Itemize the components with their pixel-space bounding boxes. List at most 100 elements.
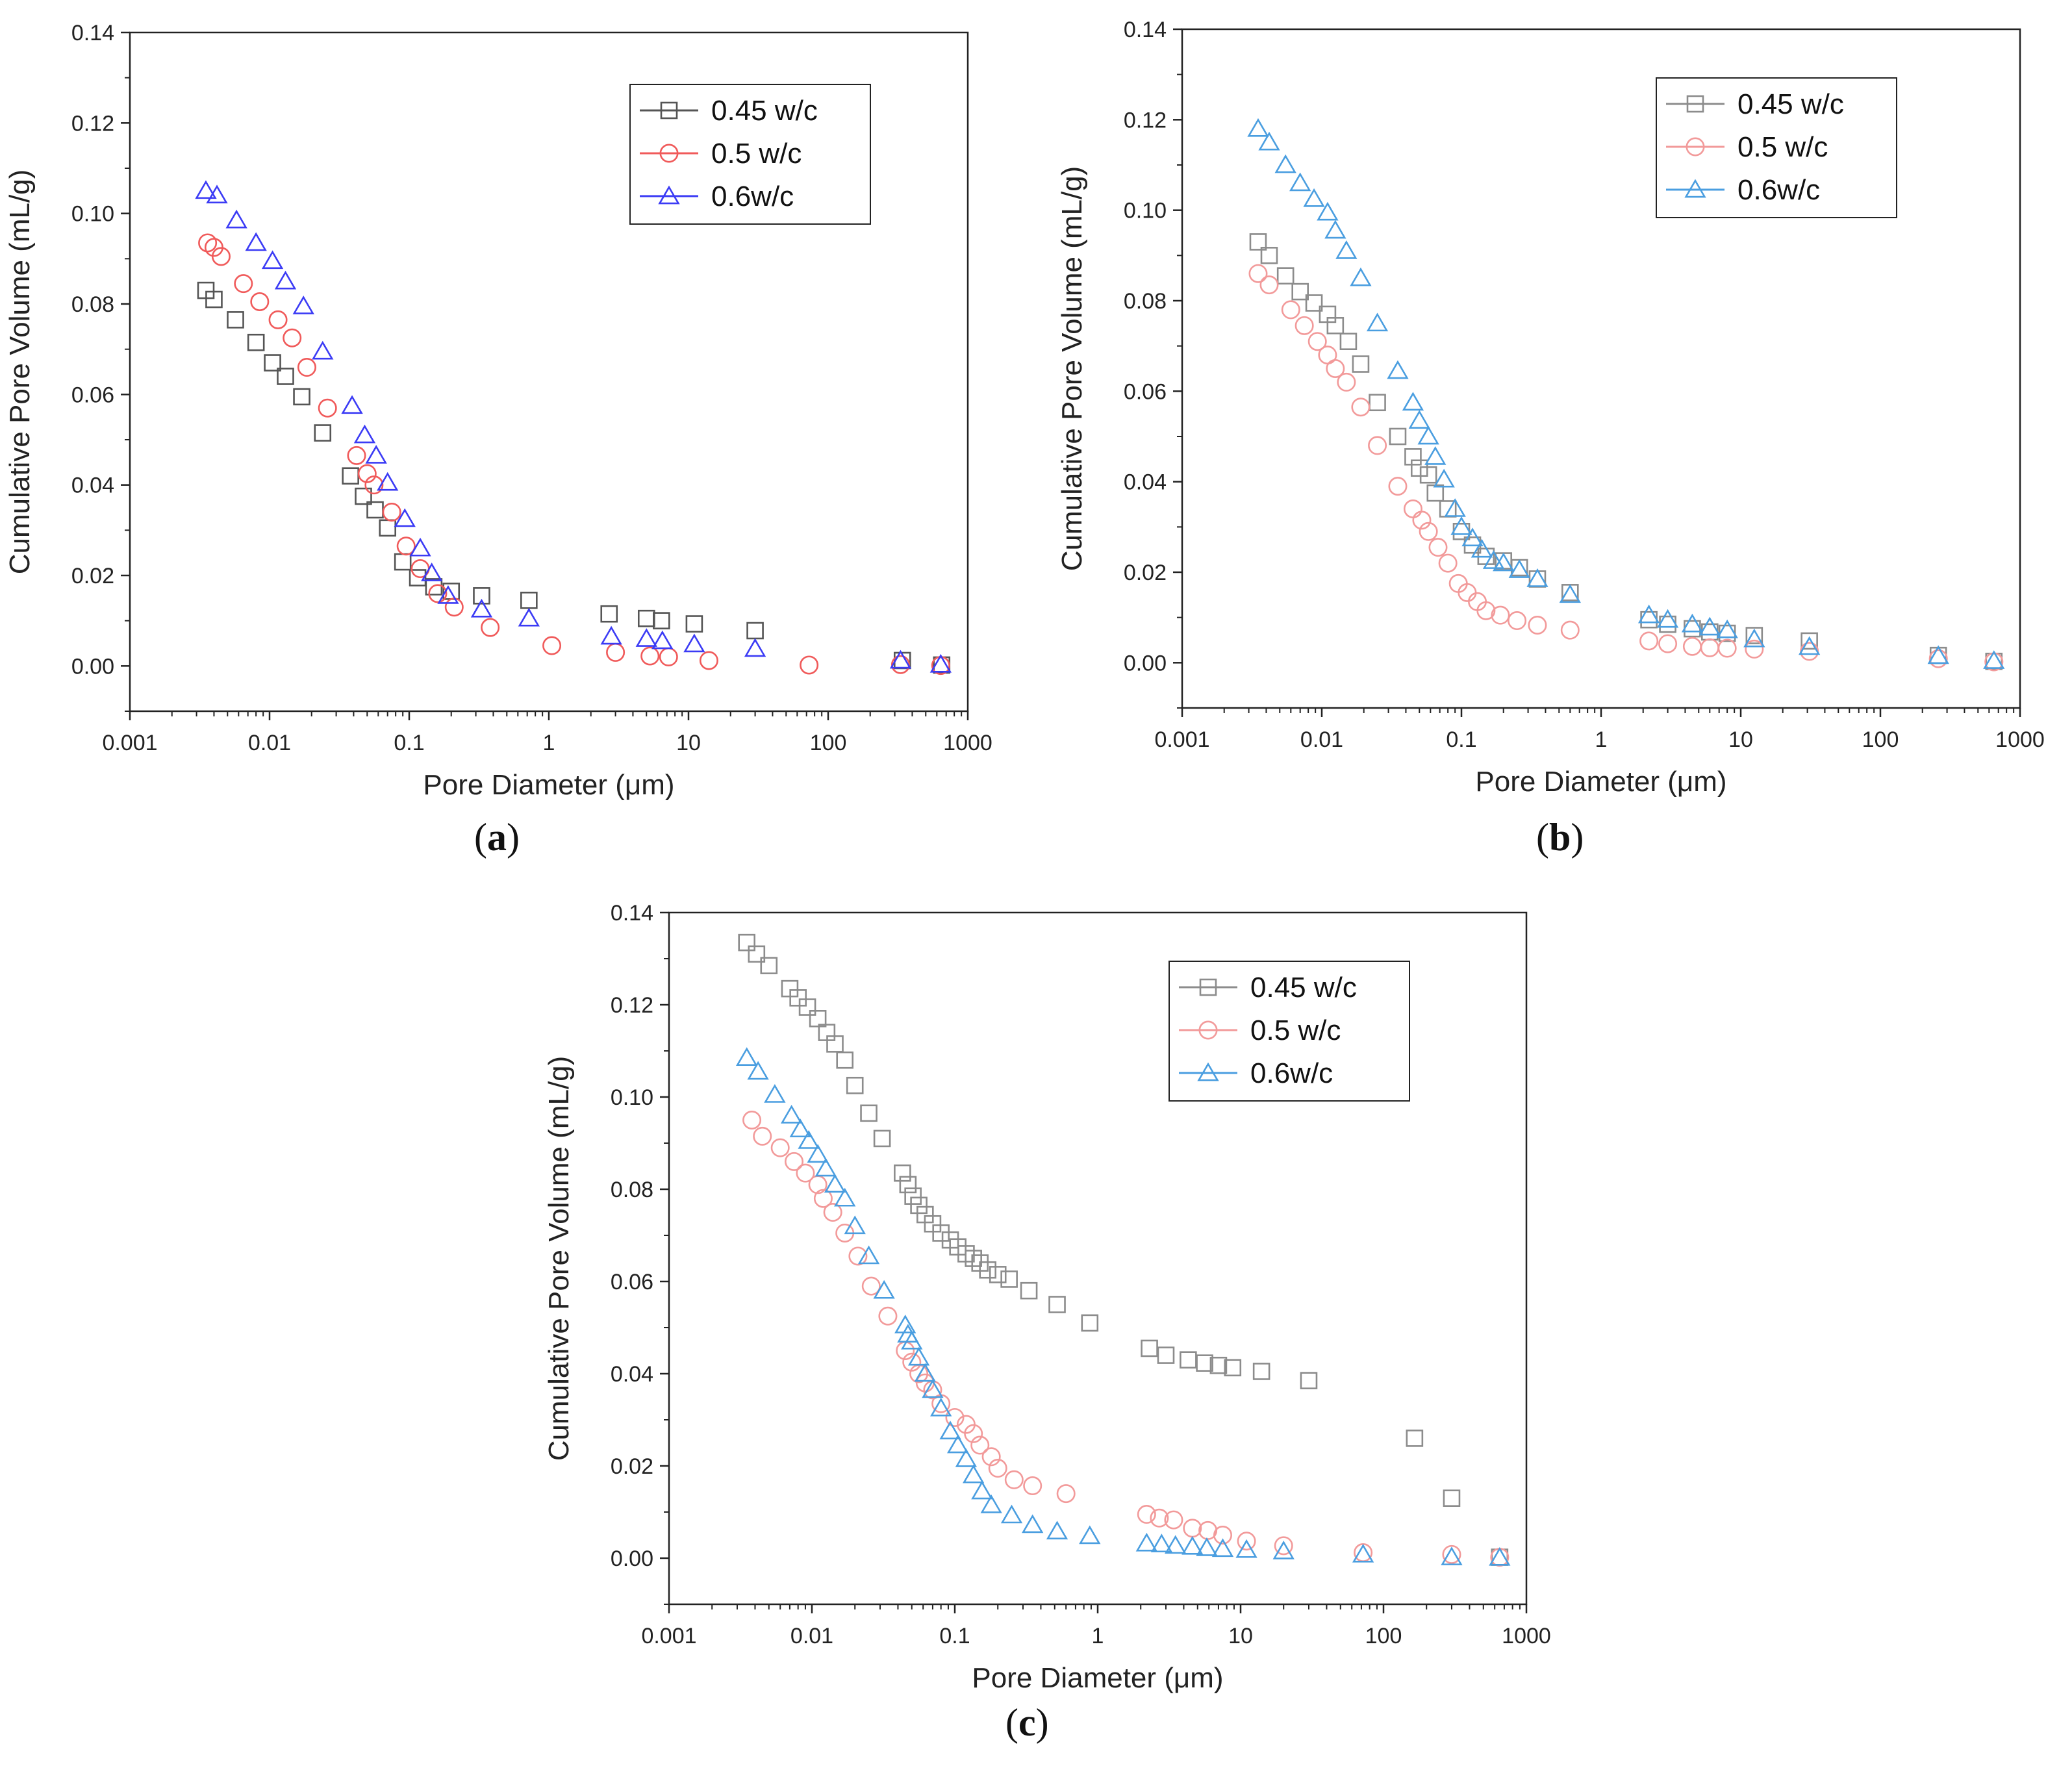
chart-a-point-square <box>355 487 372 505</box>
chart-c-xtick-label: 1000 <box>1502 1624 1551 1648</box>
chart-a-point-triangle <box>600 625 622 645</box>
chart-c-point-circle <box>785 1152 804 1171</box>
chart-c-point-square <box>738 933 755 952</box>
chart-c-ytick-label: 0.00 <box>611 1546 653 1571</box>
chart-c-xtick-label: 0.1 <box>939 1624 970 1648</box>
chart-a-point-square <box>653 612 670 629</box>
chart-b-legend-label: 0.5 w/c <box>1737 131 1828 163</box>
chart-c-point-triangle <box>955 1448 978 1467</box>
chart-c-point-square <box>798 998 816 1016</box>
chart-a-ytick-label: 0.06 <box>71 383 114 407</box>
chart-c-point-circle <box>1023 1476 1042 1496</box>
chart-c-point-circle <box>902 1352 922 1372</box>
chart-a-point-triangle <box>292 296 314 314</box>
chart-b-point-triangle <box>1417 425 1439 445</box>
chart-b-point-circle <box>1560 620 1580 640</box>
chart-c-point-circle <box>1056 1484 1076 1504</box>
chart-a-point-triangle <box>518 607 540 627</box>
chart-c-point-square <box>1196 1354 1213 1372</box>
chart-c-point-triangle <box>807 1144 829 1163</box>
chart-a-point-circle <box>250 292 270 312</box>
chart-c-caption: (c) <box>1005 1700 1049 1745</box>
chart-a-point-circle <box>606 642 625 662</box>
chart-b-point-circle <box>1491 605 1510 625</box>
chart-c-point-triangle <box>901 1330 923 1350</box>
chart-b-point-triangle <box>1408 410 1430 429</box>
chart-c-point-square <box>1300 1372 1318 1389</box>
chart-panel-c: 0.001 0.01 0.1 1 10 100 1000 0.00 0.02 0.04 0.06 0.… <box>520 877 1559 1744</box>
chart-c-point-square <box>760 957 778 974</box>
chart-a-point-circle <box>699 651 718 670</box>
chart-b-legend-marker <box>1686 137 1705 157</box>
chart-a-ytick-label: 0.08 <box>71 292 114 317</box>
chart-b-point-circle <box>1800 642 1819 661</box>
chart-a-point-triangle <box>635 628 657 647</box>
chart-a-legend-marker <box>660 101 678 120</box>
chart-c-point-square <box>1020 1281 1038 1300</box>
chart-a-point-circle <box>211 247 231 266</box>
chart-c-point-triangle <box>815 1157 837 1177</box>
chart-a-point-circle <box>800 655 819 675</box>
chart-c-point-circle <box>770 1138 790 1157</box>
chart-a-point-circle <box>364 475 384 495</box>
chart-c-xlabel: Pore Diameter (μm) <box>972 1662 1223 1694</box>
chart-b-point-triangle <box>1526 568 1548 587</box>
chart-c-point-circle <box>796 1163 815 1183</box>
chart-a-ytick-label: 0.14 <box>71 21 114 45</box>
chart-c-point-triangle <box>947 1434 969 1454</box>
chart-a-point-circle <box>396 536 416 556</box>
chart-b-point-circle <box>1639 631 1659 651</box>
chart-c-point-square <box>860 1104 878 1122</box>
chart-b-caption-close: ) <box>1571 816 1584 859</box>
chart-b-point-triangle <box>1743 628 1765 648</box>
chart-panel-a: 0.001 0.01 0.1 1 10 100 1000 0.00 0.02 0.04 0.06 0.… <box>0 0 1013 859</box>
chart-b-point-circle <box>1428 538 1448 557</box>
chart-b-point-triangle <box>1637 604 1660 624</box>
chart-a-legend-marker <box>658 185 680 205</box>
chart-b-ylabel: Cumulative Pore Volume (mL/g) <box>1056 166 1088 572</box>
chart-a-point-triangle <box>341 395 363 414</box>
chart-a-point-circle <box>268 310 288 329</box>
chart-c-point-square <box>873 1129 891 1148</box>
chart-a-point-triangle <box>312 340 334 360</box>
chart-c-point-circle <box>945 1407 965 1427</box>
chart-c-point-circle <box>1490 1548 1510 1567</box>
chart-b-point-triangle <box>1335 240 1358 259</box>
chart-b-point-circle <box>1388 477 1408 496</box>
chart-c-ytick-label: 0.04 <box>611 1362 653 1387</box>
chart-b-point-circle <box>1281 300 1300 320</box>
chart-b-ytick-label: 0.04 <box>1124 470 1167 495</box>
chart-a-point-circle <box>318 398 337 418</box>
chart-b-point-circle <box>1368 436 1387 455</box>
chart-a-point-circle <box>198 233 218 253</box>
chart-c-point-triangle <box>873 1280 895 1299</box>
chart-c-point-triangle <box>914 1363 936 1382</box>
chart-b-point-triangle <box>1493 552 1515 572</box>
chart-b-xtick-label: 1 <box>1595 727 1608 752</box>
chart-b-legend-label: 0.45 w/c <box>1737 88 1844 120</box>
chart-b-point-circle <box>1508 611 1527 631</box>
chart-c-point-triangle <box>834 1187 856 1207</box>
chart-c-point-circle <box>823 1202 842 1222</box>
chart-b-point-square <box>1260 247 1278 264</box>
chart-b-point-triangle <box>1350 267 1372 286</box>
chart-a-xtick-label: 10 <box>676 731 701 755</box>
chart-b-point-circle <box>1419 522 1438 541</box>
chart-a-point-triangle <box>195 180 217 199</box>
chart-a-xtick-label: 1000 <box>943 731 992 755</box>
chart-c-point-square <box>748 945 766 963</box>
chart-a-xtick-label: 0.001 <box>102 731 157 755</box>
chart-a-point-triangle <box>353 424 376 444</box>
chart-c-caption-close: ) <box>1035 1701 1049 1744</box>
chart-c-point-circle <box>1213 1525 1233 1545</box>
chart-c-point-square <box>1157 1346 1175 1364</box>
chart-c-point-triangle <box>1181 1535 1204 1555</box>
chart-c-point-circle <box>1183 1519 1202 1538</box>
chart-c-point-circle <box>878 1306 898 1326</box>
chart-c-point-circle <box>964 1424 983 1443</box>
chart-c-point-triangle <box>780 1105 803 1124</box>
chart-c-point-circle <box>1442 1545 1461 1564</box>
chart-b-point-triangle <box>1508 559 1530 578</box>
chart-c-point-triangle <box>971 1480 993 1500</box>
chart-b-point-triangle <box>1387 360 1409 379</box>
